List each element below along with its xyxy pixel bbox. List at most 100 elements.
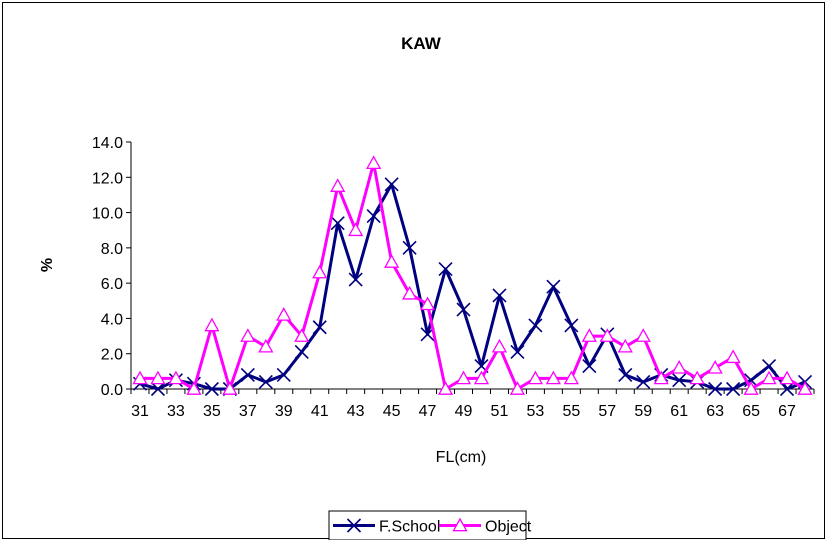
data-point-x-marker (258, 374, 273, 390)
data-point-triangle-marker (204, 317, 220, 332)
data-point-triangle-marker (452, 517, 468, 532)
x-tick-label: 45 (383, 403, 401, 420)
y-tick-label: 6.0 (101, 276, 123, 293)
data-point-triangle-marker (186, 381, 202, 395)
x-tick-label: 35 (203, 403, 221, 420)
data-point-triangle-marker (276, 307, 292, 321)
data-point-x-marker (744, 373, 759, 388)
x-tick-label: 55 (562, 403, 580, 420)
data-point-x-marker (618, 367, 633, 382)
data-point-triangle-marker (635, 328, 651, 342)
data-point-x-marker (636, 374, 651, 390)
y-tick-label: 12.0 (92, 170, 123, 187)
x-axis-ticks: 31 33 35 37 39 41 43 45 47 49 51 53 55 57 59 61 63 65 67 (130, 389, 815, 420)
data-point-triangle-marker (330, 178, 346, 192)
data-point-triangle-marker (653, 370, 669, 385)
data-point-triangle-marker (168, 370, 184, 385)
x-tick-label: 61 (670, 403, 688, 420)
data-point-triangle-marker (509, 381, 526, 395)
x-tick-label: 65 (742, 403, 760, 420)
data-point-triangle-marker (563, 370, 579, 385)
x-tick-label: 51 (491, 403, 509, 420)
data-point-triangle-marker (671, 359, 687, 374)
data-point-x-marker (204, 381, 219, 397)
data-point-x-marker (708, 381, 723, 397)
y-axis-label: % (39, 258, 56, 272)
x-tick-label: 39 (275, 403, 293, 420)
legend-item-f-school: F.School (333, 518, 440, 536)
legend-label: F.School (379, 519, 440, 536)
data-point-triangle-marker (366, 155, 382, 170)
data-point-x-marker (240, 367, 255, 382)
data-point-x-marker (564, 318, 579, 333)
data-point-triangle-marker (617, 338, 633, 353)
x-tick-label: 57 (598, 403, 616, 420)
data-point-triangle-marker (384, 254, 400, 268)
data-point-x-marker (762, 358, 777, 374)
data-point-x-marker (294, 344, 309, 360)
data-point-triangle-marker (132, 370, 148, 385)
data-point-x-marker (348, 272, 363, 287)
x-tick-label: 53 (527, 403, 545, 420)
x-tick-label: 37 (239, 403, 257, 420)
data-point-x-marker (150, 381, 166, 397)
data-point-triangle-marker (312, 264, 328, 279)
data-point-triangle-marker (725, 349, 741, 364)
x-tick-label: 33 (167, 403, 185, 420)
data-point-triangle-marker (401, 285, 418, 300)
data-point-x-marker (384, 177, 399, 192)
y-axis-ticks: 0.0 2.0 4.0 6.0 8.0 10.0 12.0 14.0 (92, 135, 131, 399)
data-point-x-marker (582, 358, 597, 374)
data-point-triangle-marker (348, 222, 364, 237)
data-point-x-marker (779, 381, 795, 397)
x-tick-label: 43 (347, 403, 365, 420)
x-tick-label: 49 (455, 403, 473, 420)
data-point-triangle-marker (240, 328, 256, 342)
data-point-x-marker (346, 518, 362, 533)
y-tick-label: 2.0 (101, 347, 123, 364)
series-f-school (132, 177, 813, 397)
y-tick-label: 10.0 (92, 206, 123, 223)
data-point-x-marker (492, 288, 507, 303)
data-point-x-marker (726, 381, 741, 397)
data-point-triangle-marker (545, 370, 561, 385)
x-tick-label: 63 (706, 403, 724, 420)
data-point-x-marker (366, 209, 381, 224)
y-tick-label: 14.0 (92, 135, 123, 152)
data-point-triangle-marker (150, 370, 166, 385)
y-tick-label: 8.0 (101, 241, 123, 258)
data-point-triangle-marker (797, 381, 813, 395)
data-point-triangle-marker (455, 370, 472, 385)
data-point-x-marker (330, 216, 345, 231)
y-tick-label: 4.0 (101, 311, 123, 328)
data-point-triangle-marker (599, 328, 615, 342)
x-tick-label: 31 (131, 403, 149, 420)
data-point-triangle-marker (527, 370, 544, 385)
data-point-triangle-marker (491, 338, 508, 353)
data-point-x-marker (402, 240, 417, 255)
line-chart: KAW % FL(cm) 0.0 2.0 4.0 6.0 8.0 10.0 12.0 14.0… (39, 34, 815, 540)
x-tick-label: 67 (778, 403, 796, 420)
y-tick-label: 0.0 (101, 382, 123, 399)
data-point-triangle-marker (581, 328, 597, 342)
data-point-triangle-marker (222, 381, 238, 395)
data-point-triangle-marker (761, 370, 777, 385)
data-point-x-marker (438, 261, 453, 277)
data-point-x-marker (510, 344, 525, 360)
x-tick-label: 47 (419, 403, 437, 420)
data-point-triangle-marker (437, 381, 454, 395)
data-point-x-marker (456, 302, 471, 317)
x-tick-label: 41 (311, 403, 329, 420)
data-point-x-marker (276, 367, 291, 382)
x-axis-label: FL(cm) (436, 449, 487, 466)
data-point-x-marker (312, 320, 327, 335)
series-layer (132, 155, 813, 397)
data-point-triangle-marker (743, 381, 759, 395)
data-point-triangle-marker (779, 370, 795, 385)
legend-label: Object (485, 519, 532, 536)
data-point-x-marker (546, 279, 561, 294)
data-point-triangle-marker (419, 296, 436, 311)
series-line (139, 161, 806, 391)
data-point-triangle-marker (707, 359, 723, 374)
